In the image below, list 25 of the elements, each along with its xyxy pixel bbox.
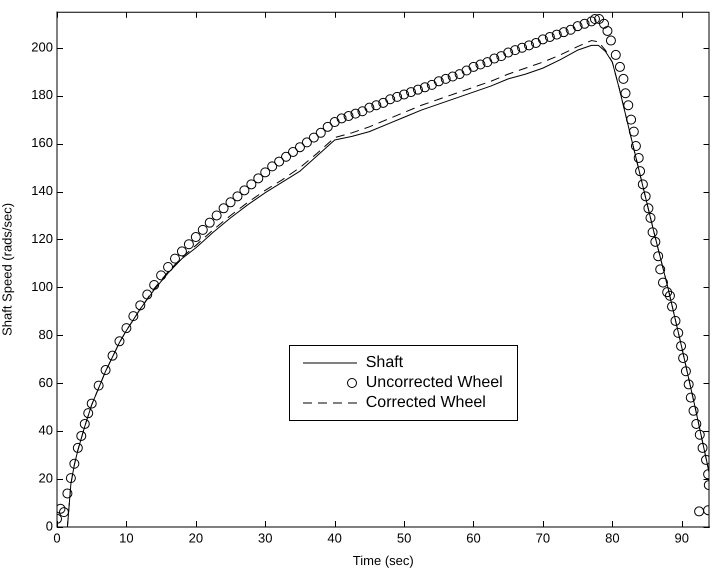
y-tick-label: 20 [38, 470, 53, 486]
x-tick-label: 20 [188, 530, 204, 546]
y-tick-label: 40 [38, 422, 53, 438]
y-tick-label: 100 [31, 278, 53, 294]
y-tick-label: 60 [38, 374, 53, 390]
y-tick-label: 140 [31, 183, 53, 198]
x-tick-label: 30 [258, 530, 272, 546]
x-tick-label: 50 [396, 530, 412, 546]
legend-label: Shaft [366, 352, 404, 373]
y-tick-label: 0 [46, 518, 53, 534]
x-axis-title: Time (sec) [352, 552, 414, 568]
legend-label: Uncorrected Wheel [366, 372, 503, 393]
legend-label: Corrected Wheel [366, 392, 486, 413]
y-tick-label: 80 [38, 326, 53, 342]
x-tick-label: 70 [536, 530, 550, 546]
y-tick-label: 200 [31, 39, 53, 54]
x-tick-label: 80 [605, 530, 620, 546]
y-tick-label: 180 [31, 87, 53, 102]
y-axis-title: Shaft Speed (rads/sec) [0, 202, 14, 336]
y-tick-label: 120 [31, 231, 53, 246]
x-tick-label: 90 [674, 530, 689, 546]
x-tick-label: 40 [327, 530, 342, 546]
y-tick-label: 160 [31, 135, 53, 150]
x-tick-label: 10 [119, 530, 134, 546]
x-tick-label: 60 [466, 530, 481, 546]
